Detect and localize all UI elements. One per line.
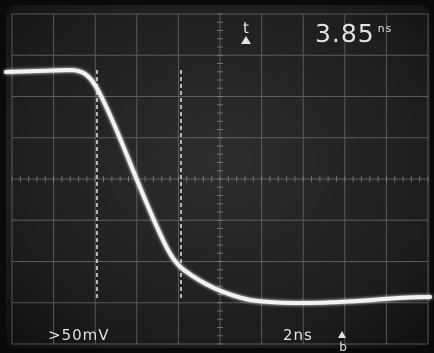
time-delta-readout: 3.85 ns (315, 19, 392, 48)
channel-arrow-icon (338, 331, 346, 338)
delta-t-label: t (243, 19, 249, 37)
time-delta-value: 3.85 (315, 19, 375, 48)
time-delta-unit: ns (378, 22, 393, 35)
delta-t-marker: t (241, 19, 251, 44)
delta-t-arrow-icon (241, 36, 251, 44)
horizontal-scale-readout: 2ns (283, 326, 313, 344)
crt-face (6, 5, 430, 348)
waveform-trace (4, 67, 432, 306)
channel-marker: b (338, 331, 347, 353)
channel-marker-label: b (339, 340, 347, 353)
vertical-scale-readout: >50mV (48, 326, 110, 344)
